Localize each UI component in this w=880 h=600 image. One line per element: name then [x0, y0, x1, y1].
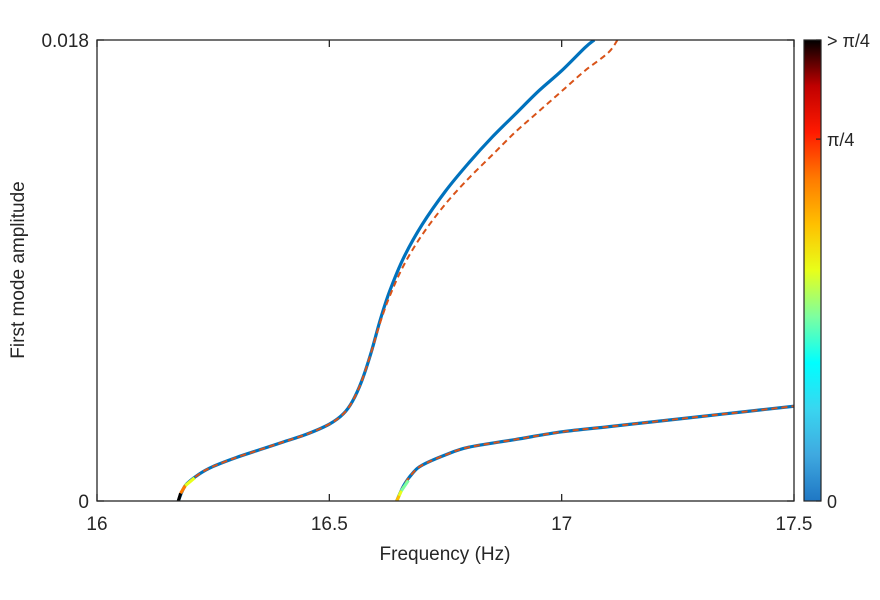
- colorbar: 0 π/4 > π/4: [803, 31, 870, 512]
- phase-segment-2-1: [395, 495, 401, 501]
- axes: 16 16.5 17 17.5 0 0.018: [41, 31, 812, 535]
- phase-segment-1-3: [184, 476, 196, 487]
- plot-frame: [96, 39, 795, 502]
- colorbar-tick-label: > π/4: [827, 31, 870, 51]
- colorbar-tick-label: π/4: [827, 130, 854, 150]
- x-axis-label: Frequency (Hz): [380, 544, 511, 565]
- phase-segment-1-2: [179, 484, 187, 495]
- series-layer: [176, 40, 794, 501]
- phase-segment-2-3: [400, 479, 410, 492]
- series-line-4-dashed: [395, 405, 794, 501]
- x-tick-label: 17: [551, 514, 572, 535]
- x-tick-label: 16: [86, 514, 107, 535]
- series-line-3-solid: [395, 404, 794, 501]
- phase-segment-1-1: [176, 492, 183, 501]
- y-tick-label: 0.018: [41, 31, 89, 52]
- x-tick-label: 17.5: [776, 514, 813, 535]
- y-axis-label: First mode amplitude: [8, 181, 29, 358]
- series-line-1-solid: [176, 40, 596, 501]
- x-tick-label: 16.5: [311, 514, 348, 535]
- colorbar-gradient: [803, 39, 822, 502]
- phase-segment-2-2: [397, 490, 403, 497]
- y-tick-label: 0: [78, 492, 89, 513]
- colorbar-tick-label: 0: [827, 492, 837, 512]
